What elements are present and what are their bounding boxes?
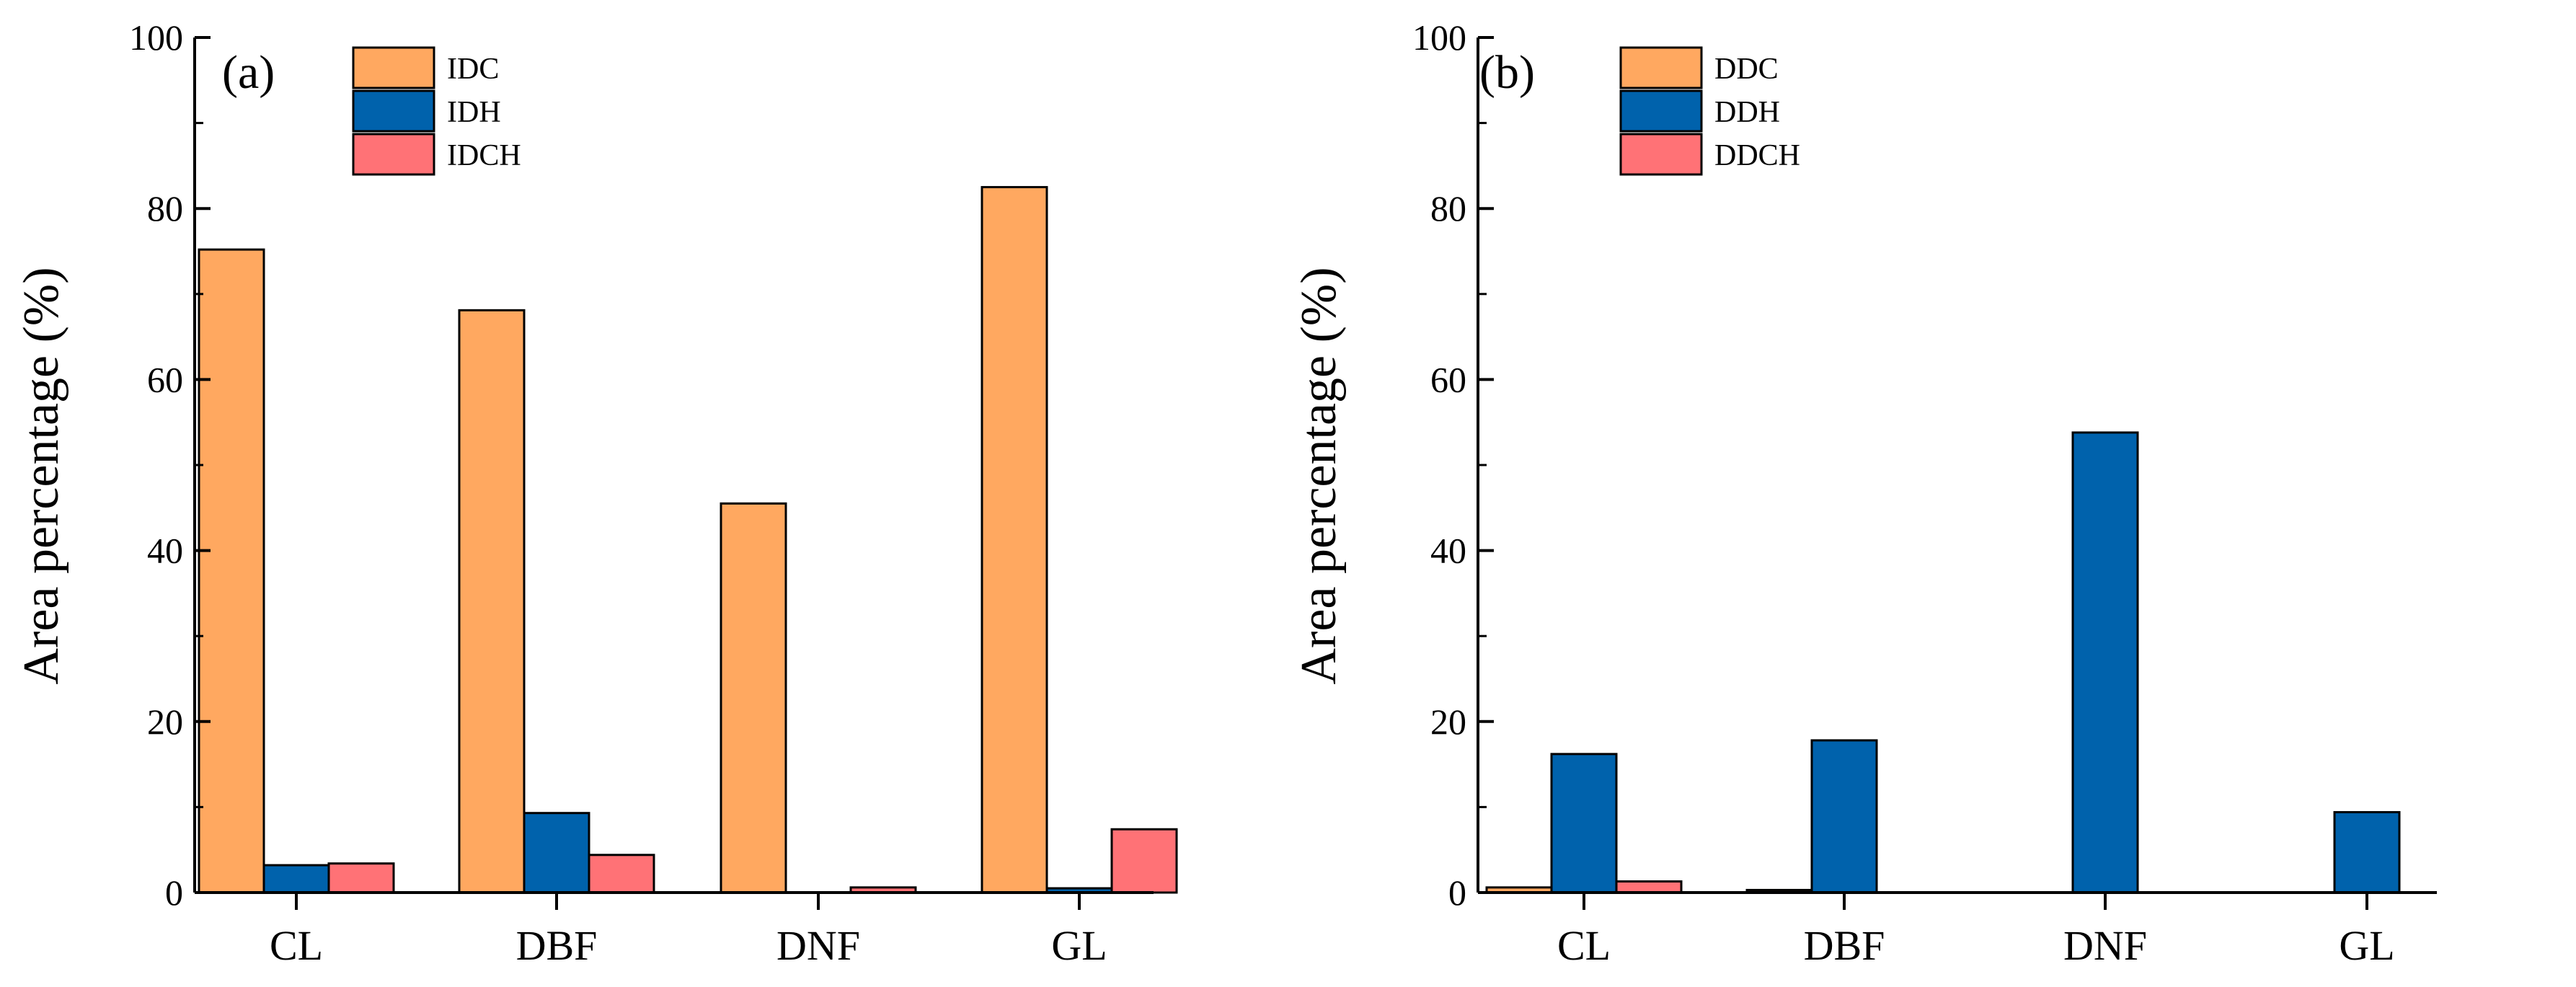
y-tick-label: 0 [1448, 872, 1466, 913]
bar-ddh-dbf [1810, 739, 1878, 894]
bar-idc-cl [198, 248, 265, 894]
legend-label-ddh: DDH [1714, 96, 1780, 129]
legend-swatch-idh [352, 89, 435, 133]
y-tick-label: 100 [1412, 17, 1466, 58]
y-tick-label: 100 [129, 17, 183, 58]
y-tick-label: 20 [1430, 701, 1466, 742]
y-axis-title: Area percentage (%) [14, 267, 69, 684]
x-tick-label-dnf: DNF [776, 922, 860, 969]
legend-swatch-ddc [1619, 46, 1703, 89]
bar-idc-gl [981, 186, 1048, 894]
bar-ddh-dnf [2071, 431, 2139, 894]
bar-idch-cl [327, 862, 395, 894]
y-tick-label: 80 [1430, 188, 1466, 229]
bar-idc-dnf [720, 502, 787, 894]
y-tick-label: 20 [147, 701, 183, 742]
bar-idh-dbf [523, 812, 590, 894]
y-axis-title: Area percentage (%) [1291, 267, 1347, 684]
panel-label: (b) [1479, 46, 1535, 99]
x-tick-label-dbf: DBF [516, 922, 598, 969]
y-tick-label: 80 [147, 188, 183, 229]
bar-ddh-gl [2333, 811, 2401, 894]
x-tick-label-gl: GL [2339, 922, 2394, 969]
y-tick-label: 60 [1430, 359, 1466, 399]
x-tick-label-dbf: DBF [1804, 922, 1885, 969]
x-tick-label-dnf: DNF [2063, 922, 2147, 969]
bar-idch-gl [1110, 828, 1178, 894]
x-tick-label-gl: GL [1051, 922, 1107, 969]
x-tick-label-cl: CL [1557, 922, 1611, 969]
legend-swatch-ddch [1619, 133, 1703, 176]
legend-swatch-idc [352, 46, 435, 89]
y-tick-label: 60 [147, 359, 183, 399]
y-tick-label: 40 [147, 531, 183, 571]
x-tick-label-cl: CL [270, 922, 323, 969]
legend-label-idh: IDH [447, 96, 501, 129]
legend-swatch-ddh [1619, 89, 1703, 133]
bar-idch-dbf [588, 854, 655, 894]
bar-ddch-cl [1615, 880, 1683, 894]
bar-idc-dbf [458, 309, 526, 894]
bar-idh-cl [262, 864, 330, 894]
legend-label-ddc: DDC [1714, 53, 1779, 86]
legend-label-idch: IDCH [447, 139, 521, 172]
legend-label-idc: IDC [447, 53, 499, 86]
bar-ddh-cl [1550, 753, 1618, 894]
chart-panel-a: 0 20 40 60 80 100 CL DBF DNF GL Area percentage (%… [14, 17, 1178, 969]
legend-label-ddch: DDCH [1714, 139, 1800, 172]
legend-swatch-idch [352, 133, 435, 176]
chart-panel-b: 0 20 40 60 80 100 CL DBF DNF GL Area percentage (%… [1291, 17, 2437, 969]
panel-label: (a) [222, 46, 275, 99]
y-tick-label: 40 [1430, 531, 1466, 571]
y-tick-label: 0 [165, 872, 183, 913]
